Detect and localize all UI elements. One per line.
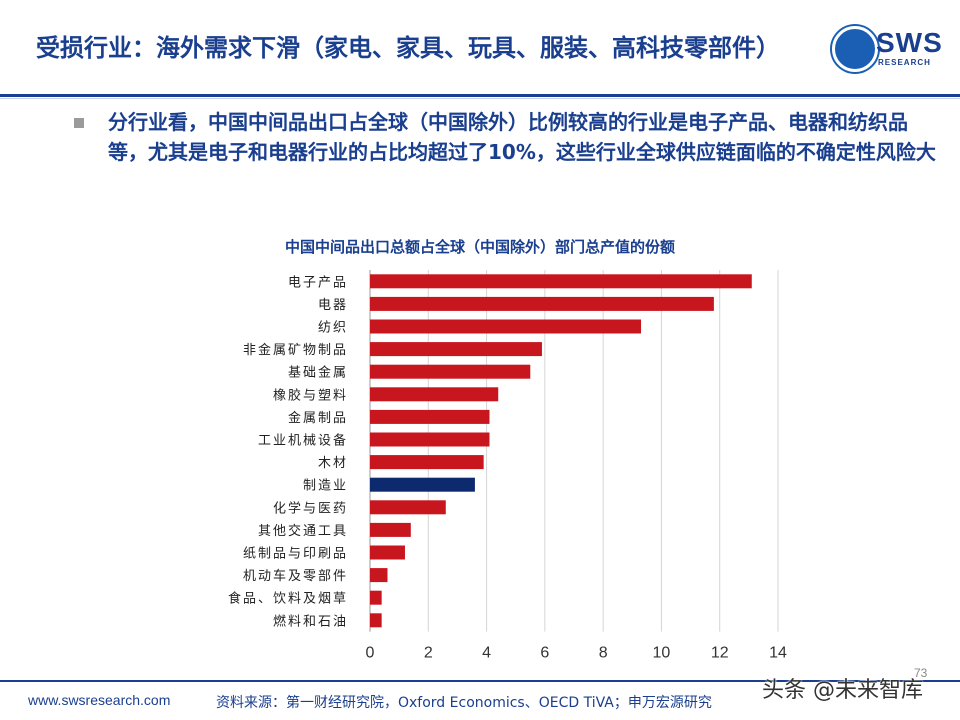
footer-divider [0,680,960,682]
sws-logo: SWS RESEARCH [832,24,952,74]
category-label: 木材 [318,456,348,471]
bar [370,274,752,289]
bar [370,432,490,447]
x-tick-label: 8 [599,645,608,662]
slide-header: 受损行业：海外需求下滑（家电、家具、玩具、服装、高科技零部件） SWS RESE… [0,0,960,99]
category-label: 燃料和石油 [273,613,348,629]
chart-title: 中国中间品出口总额占全球（中国除外）部门总产值的份额 [284,238,675,256]
x-tick-label: 14 [769,645,787,662]
category-label: 机动车及零部件 [243,568,348,584]
category-label: 化学与医药 [273,500,348,516]
bar [370,387,499,402]
bar [370,590,382,605]
category-label: 其他交通工具 [258,523,348,539]
bar [370,342,542,357]
bar [370,364,531,379]
header-divider-thin [0,98,960,99]
category-label: 电器 [318,298,348,313]
x-tick-label: 4 [482,645,491,662]
logo-subtext: RESEARCH [878,58,931,67]
x-tick-label: 10 [653,645,671,662]
header-divider [0,94,960,97]
category-label: 基础金属 [288,365,348,381]
bar [370,545,405,560]
bullet-text: 分行业看，中国中间品出口占全球（中国除外）比例较高的行业是电子产品、电器和纺织品… [108,110,936,164]
logo-text: SWS [876,27,943,58]
logo-circle-icon [832,26,878,72]
bar [370,296,714,311]
category-label: 非金属矿物制品 [243,342,348,358]
category-label: 橡胶与塑料 [273,387,348,403]
footer-url[interactable]: www.swsresearch.com [28,692,171,708]
category-label: 制造业 [303,479,348,494]
x-tick-label: 0 [366,645,375,662]
source-note: 资料来源：第一财经研究院，Oxford Economics、OECD TiVA；… [216,695,712,711]
category-label: 食品、饮料及烟草 [228,591,348,607]
bar [370,522,411,537]
bar [370,455,484,470]
slide-title: 受损行业：海外需求下滑（家电、家具、玩具、服装、高科技零部件） [36,33,780,62]
bar [370,477,475,492]
x-tick-label: 12 [711,645,729,662]
category-label: 电子产品 [288,275,348,290]
x-tick-label: 2 [424,645,433,662]
category-label: 工业机械设备 [258,433,348,449]
page-number: 73 [914,666,928,680]
bar [370,568,388,583]
bar [370,500,446,515]
bar [370,409,490,424]
x-tick-label: 6 [540,645,549,662]
category-label: 纺织 [318,321,348,336]
category-label: 金属制品 [288,410,348,426]
bar [370,319,642,334]
category-label: 纸制品与印刷品 [243,547,348,562]
watermark: 头条 @未来智库 [762,678,923,703]
bullet-square-icon [74,118,84,128]
bar [370,613,382,628]
